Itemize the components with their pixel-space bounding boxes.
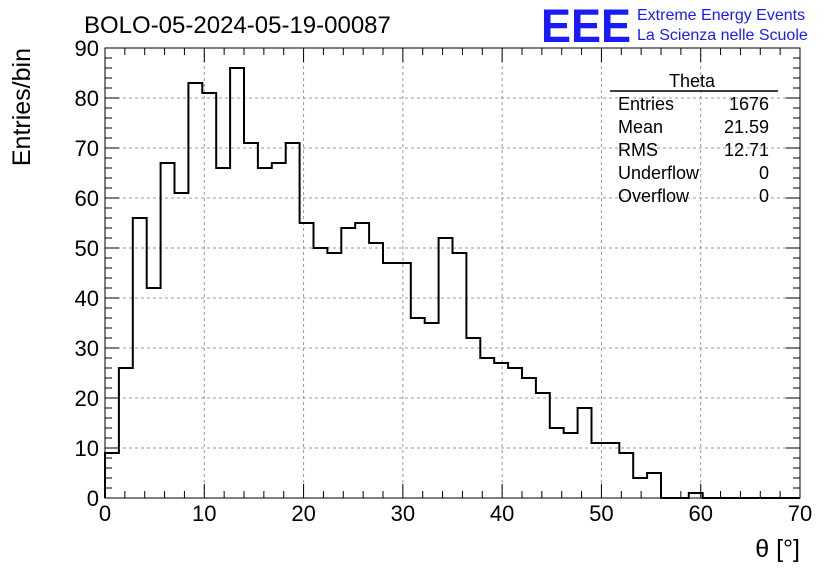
logo-line1: Extreme Energy Events xyxy=(637,7,805,24)
stats-value: 1676 xyxy=(729,94,769,114)
grid-lines xyxy=(105,48,800,498)
stats-title: Theta xyxy=(669,71,716,91)
eee-logo: EEE Extreme Energy Events La Scienza nel… xyxy=(541,0,808,52)
axis-ticks xyxy=(104,47,801,499)
y-tick-label: 60 xyxy=(75,186,99,211)
x-tick-label: 60 xyxy=(688,501,712,526)
stats-label: Underflow xyxy=(618,163,700,183)
y-tick-label: 50 xyxy=(75,236,99,261)
y-tick-label: 70 xyxy=(75,136,99,161)
histogram-line xyxy=(104,67,800,499)
y-tick-labels: 0 10 20 30 40 50 60 70 80 90 xyxy=(75,36,99,511)
stats-value: 21.59 xyxy=(724,117,769,137)
stats-label: Mean xyxy=(618,117,663,137)
y-tick-label: 30 xyxy=(75,336,99,361)
y-tick-label: 0 xyxy=(87,486,99,511)
stats-value: 12.71 xyxy=(724,140,769,160)
x-tick-label: 10 xyxy=(192,501,216,526)
x-tick-label: 50 xyxy=(589,501,613,526)
x-tick-labels: 0 10 20 30 40 50 60 70 xyxy=(99,501,812,526)
histogram-outline xyxy=(104,67,800,499)
stats-box: Theta Entries 1676 Mean 21.59 RMS 12.71 Underf… xyxy=(610,71,778,206)
logo-mark: EEE xyxy=(541,0,631,52)
stats-value: 0 xyxy=(759,186,769,206)
plot-frame xyxy=(104,47,801,499)
y-axis-label: Entries/bin xyxy=(8,48,36,166)
stats-label: RMS xyxy=(618,140,658,160)
stats-value: 0 xyxy=(759,163,769,183)
stats-label: Overflow xyxy=(618,186,690,206)
y-tick-label: 90 xyxy=(75,36,99,61)
x-tick-label: 30 xyxy=(391,501,415,526)
chart-title: BOLO-05-2024-05-19-00087 xyxy=(84,12,391,39)
y-tick-label: 20 xyxy=(75,386,99,411)
logo-line2: La Scienza nelle Scuole xyxy=(637,27,808,44)
y-tick-label: 80 xyxy=(75,86,99,111)
x-tick-label: 0 xyxy=(99,501,111,526)
y-tick-label: 10 xyxy=(75,436,99,461)
x-axis-label: θ [°] xyxy=(755,535,800,563)
x-tick-label: 40 xyxy=(490,501,514,526)
x-tick-label: 70 xyxy=(788,501,812,526)
stats-label: Entries xyxy=(618,94,674,114)
x-tick-label: 20 xyxy=(291,501,315,526)
y-tick-label: 40 xyxy=(75,286,99,311)
